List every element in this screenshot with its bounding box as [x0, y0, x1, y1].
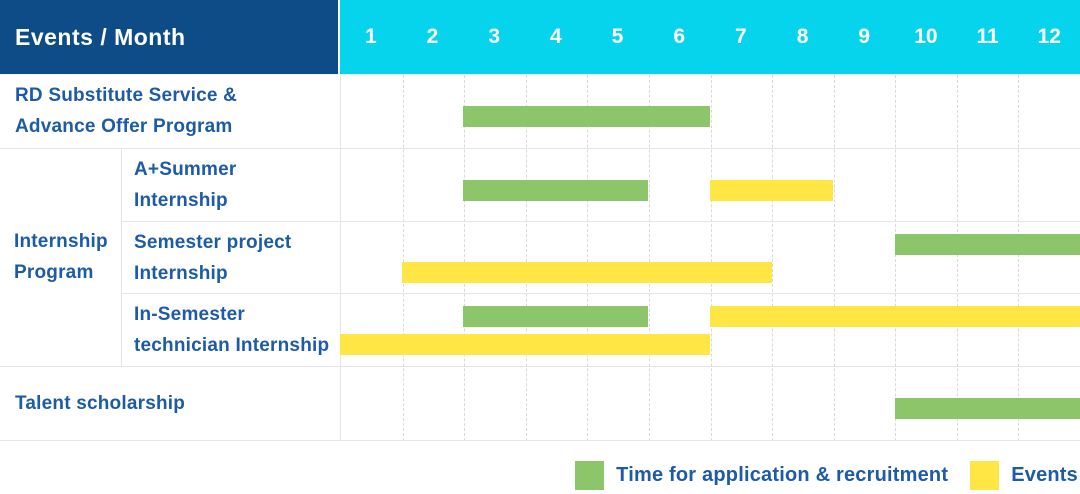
row-label-semester-project-internship: Semester project Internship — [122, 222, 340, 294]
row-talent-scholarship: Talent scholarship — [0, 367, 1080, 441]
table-body: RD Substitute Service & Advance Offer Pr… — [0, 74, 1080, 441]
row-grid — [340, 367, 1080, 440]
gantt-bar-event — [710, 179, 834, 201]
row-label-line: technician Internship — [134, 335, 330, 357]
row-label-line: Internship — [134, 189, 228, 211]
month-header-9: 9 — [858, 25, 871, 48]
row-label-line: Internship — [134, 262, 228, 284]
row-label-line: Advance Offer Program — [15, 116, 233, 138]
header-title: Events / Month — [15, 23, 186, 50]
table-header-row: Events / Month 1 2 3 4 5 6 7 8 9 10 11 1… — [0, 0, 1080, 74]
row-in-semester-technician-internship: In-Semester technician Internship — [122, 293, 1080, 366]
month-header-2: 2 — [426, 25, 439, 48]
gantt-bar-event — [710, 306, 1080, 328]
legend-label: Events — [1011, 464, 1078, 486]
row-grid — [340, 294, 1080, 366]
month-header-1: 1 — [364, 25, 377, 48]
month-header-3: 3 — [488, 25, 501, 48]
gantt-bar-event — [340, 334, 710, 356]
row-grid — [340, 75, 1080, 148]
row-semester-project-internship: Semester project Internship — [122, 220, 1080, 294]
month-header-6: 6 — [673, 25, 686, 48]
legend-item-events: Events — [970, 461, 1078, 490]
gantt-bar-application — [463, 106, 710, 127]
gantt-bar-application — [463, 306, 649, 328]
legend: Time for application & recruitment Event… — [575, 461, 1078, 490]
group-label-line: Program — [14, 262, 94, 284]
month-header-8: 8 — [796, 25, 809, 48]
month-header-7: 7 — [735, 25, 747, 48]
gantt-bar-application — [895, 398, 1080, 420]
row-label-line: A+Summer — [134, 158, 237, 180]
row-grid — [340, 222, 1080, 294]
row-label-in-semester-technician-internship: In-Semester technician Internship — [122, 294, 340, 366]
events-color-swatch — [970, 461, 1000, 490]
row-label-rd-substitute-service: RD Substitute Service & Advance Offer Pr… — [0, 75, 340, 148]
gantt-bar-event — [401, 261, 772, 283]
row-label-talent-scholarship: Talent scholarship — [0, 367, 340, 440]
month-header-4: 4 — [550, 25, 562, 48]
group-label-line: Internship — [14, 231, 108, 253]
application-color-swatch — [575, 461, 605, 490]
internship-program-group: Internship Program A+Summer Internship — [0, 148, 1080, 368]
gantt-bar-application — [463, 179, 649, 201]
group-label-internship-program: Internship Program — [0, 148, 122, 367]
row-label-line: Talent scholarship — [15, 393, 186, 415]
month-header-strip: 1 2 3 4 5 6 7 8 9 10 11 12 — [340, 0, 1080, 74]
month-header-10: 10 — [914, 25, 938, 48]
row-rd-substitute-service: RD Substitute Service & Advance Offer Pr… — [0, 75, 1080, 149]
legend-label: Time for application & recruitment — [616, 464, 949, 486]
month-header-12: 12 — [1037, 25, 1061, 48]
row-label-a-plus-summer-internship: A+Summer Internship — [122, 149, 340, 221]
row-a-plus-summer-internship: A+Summer Internship — [122, 149, 1080, 221]
row-label-line: RD Substitute Service & — [15, 85, 238, 107]
gantt-bar-application — [895, 233, 1080, 255]
month-header-5: 5 — [611, 25, 624, 48]
legend-item-application: Time for application & recruitment — [575, 461, 948, 490]
events-month-header: Events / Month — [0, 0, 340, 74]
month-header-11: 11 — [976, 25, 999, 48]
internship-program-rows: A+Summer Internship Semester proj — [122, 149, 1080, 367]
row-grid — [340, 149, 1080, 221]
schedule-table: Events / Month 1 2 3 4 5 6 7 8 9 10 11 1… — [0, 0, 1080, 441]
row-label-line: In-Semester — [134, 304, 245, 326]
row-label-line: Semester project — [134, 231, 292, 253]
